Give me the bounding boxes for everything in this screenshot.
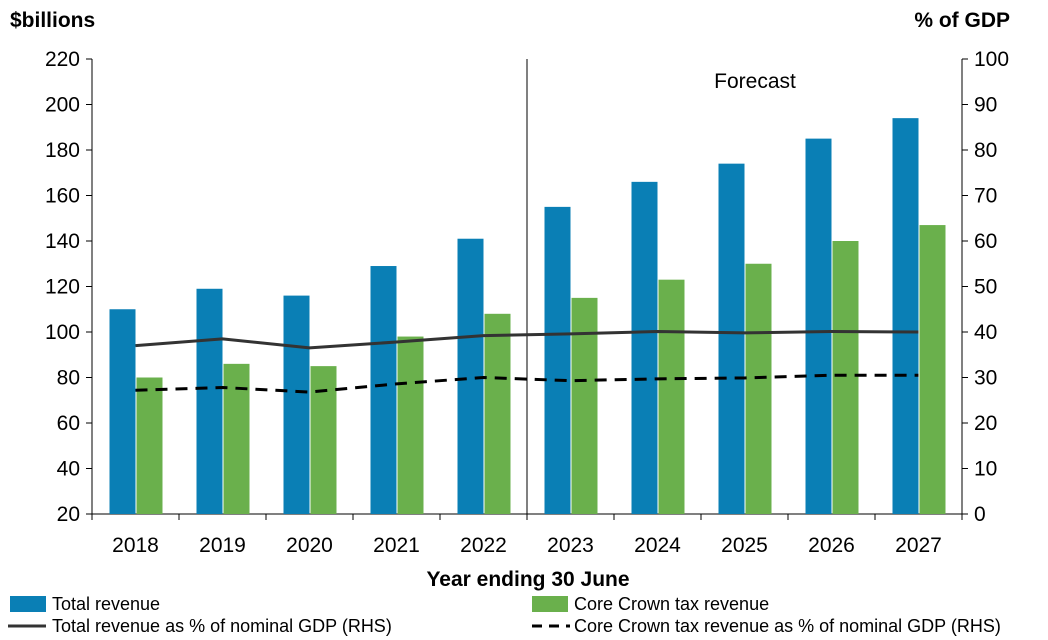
bar-total-revenue <box>109 309 136 514</box>
legend-label-total-revenue: Total revenue <box>52 594 160 614</box>
x-tick-label: 2023 <box>547 534 594 557</box>
axes: 20 40 60 80 100 120 140 160 180 200 220 0 10 20 30 40 50… <box>45 48 1009 557</box>
x-tick-label: 2019 <box>199 534 246 557</box>
left-tick-label: 180 <box>45 139 80 162</box>
right-axis-title: % of GDP <box>914 9 1010 32</box>
left-tick-label: 100 <box>45 321 80 344</box>
x-tick-label: 2025 <box>721 534 768 557</box>
bar-total-revenue <box>196 288 223 514</box>
bar-total-revenue <box>544 206 571 514</box>
x-tick-label: 2022 <box>460 534 507 557</box>
legend-swatch-core-crown-tax <box>532 596 568 612</box>
bars <box>109 118 946 515</box>
right-tick-label: 70 <box>974 185 997 208</box>
bar-core-crown-tax <box>745 263 772 514</box>
left-tick-label: 60 <box>57 412 80 435</box>
bar-core-crown-tax <box>571 297 598 514</box>
bar-core-crown-tax <box>832 241 859 514</box>
bar-core-crown-tax <box>919 225 946 514</box>
right-tick-label: 10 <box>974 458 997 481</box>
bar-core-crown-tax <box>484 313 511 514</box>
bar-total-revenue <box>892 118 919 515</box>
forecast-annotation: Forecast <box>714 70 796 93</box>
x-tick-label: 2024 <box>634 534 681 557</box>
bar-core-crown-tax <box>136 377 163 514</box>
legend-swatch-total-revenue <box>10 596 46 612</box>
legend: Total revenue Core Crown tax revenue Tot… <box>8 594 1001 636</box>
rhs-lines <box>135 330 919 394</box>
x-tick-label: 2027 <box>895 534 942 557</box>
legend-label-core-crown-gdp: Core Crown tax revenue as % of nominal G… <box>574 616 1001 636</box>
x-axis-title: Year ending 30 June <box>426 568 629 591</box>
left-tick-label: 160 <box>45 185 80 208</box>
bar-core-crown-tax <box>397 336 424 514</box>
right-tick-label: 100 <box>974 48 1009 71</box>
left-tick-label: 40 <box>57 458 80 481</box>
line-core-crown-gdp <box>135 373 919 394</box>
x-tick-label: 2018 <box>112 534 159 557</box>
bar-total-revenue <box>805 138 832 514</box>
bar-total-revenue <box>283 295 310 514</box>
right-tick-label: 90 <box>974 94 997 117</box>
left-tick-label: 200 <box>45 94 80 117</box>
right-tick-label: 20 <box>974 412 997 435</box>
left-tick-label: 120 <box>45 276 80 299</box>
legend-label-total-revenue-gdp: Total revenue as % of nominal GDP (RHS) <box>52 616 392 636</box>
left-tick-label: 20 <box>57 503 80 526</box>
right-tick-label: 60 <box>974 230 997 253</box>
left-axis-title: $billions <box>10 9 95 32</box>
right-tick-label: 80 <box>974 139 997 162</box>
left-tick-label: 220 <box>45 48 80 71</box>
x-tick-label: 2020 <box>286 534 333 557</box>
left-tick-label: 80 <box>57 367 80 390</box>
bar-total-revenue <box>631 181 658 514</box>
bar-total-revenue <box>718 163 745 514</box>
legend-label-core-crown-tax: Core Crown tax revenue <box>574 594 769 614</box>
line-total-revenue-gdp <box>135 330 919 350</box>
x-tick-label: 2021 <box>373 534 420 557</box>
bar-core-crown-tax <box>658 279 685 514</box>
right-tick-label: 40 <box>974 321 997 344</box>
left-tick-label: 140 <box>45 230 80 253</box>
bar-total-revenue <box>370 266 397 514</box>
x-tick-label: 2026 <box>808 534 855 557</box>
right-tick-label: 50 <box>974 276 997 299</box>
right-tick-label: 30 <box>974 367 997 390</box>
bar-core-crown-tax <box>310 366 337 514</box>
right-tick-label: 0 <box>974 503 986 526</box>
